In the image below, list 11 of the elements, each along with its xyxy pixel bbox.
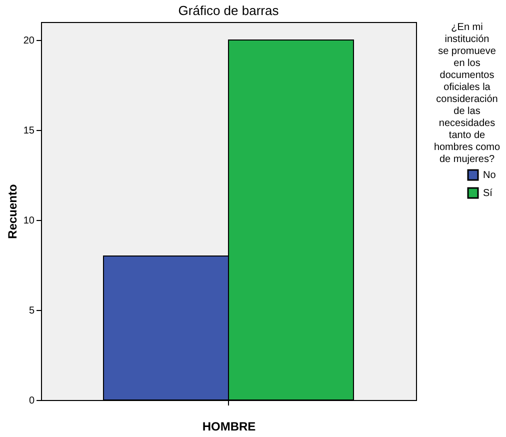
- y-axis-title: Recuento: [5, 184, 20, 239]
- y-tick-label: 5: [28, 306, 35, 316]
- legend-label: Sí: [483, 188, 493, 199]
- y-tick-label: 0: [28, 396, 35, 406]
- legend-label: No: [483, 170, 496, 181]
- x-axis-title: HOMBRE: [202, 420, 256, 434]
- chart-title: Gráfico de barras: [178, 3, 280, 18]
- y-tick-label: 15: [23, 126, 35, 136]
- y-tick-label: 10: [23, 216, 35, 226]
- y-tick-label: 20: [23, 36, 35, 46]
- text: ¿En mi institución se promueve en los documentos oficiales la consideración de las necesidades tanto de hombres como de mujeres?: [434, 22, 500, 165]
